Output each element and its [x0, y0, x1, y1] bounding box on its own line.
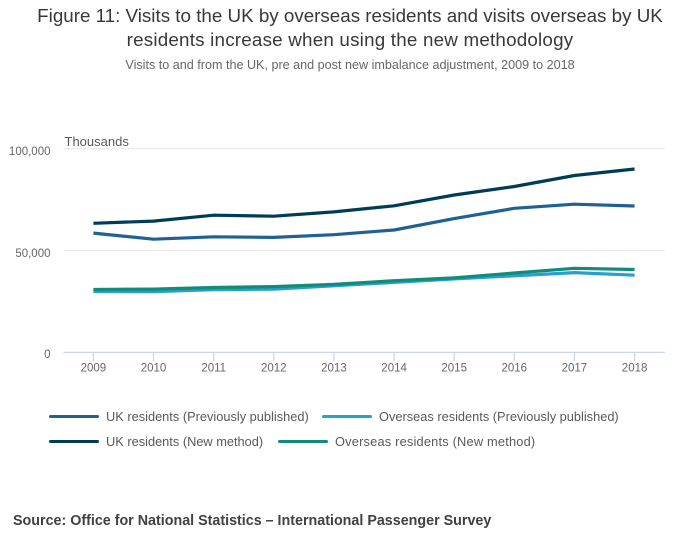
svg-text:2011: 2011 [201, 363, 226, 375]
svg-text:2015: 2015 [441, 363, 467, 375]
svg-text:100,000: 100,000 [9, 146, 51, 158]
svg-text:0: 0 [44, 349, 50, 361]
svg-text:2014: 2014 [381, 363, 407, 375]
svg-text:2017: 2017 [562, 363, 588, 375]
svg-text:2016: 2016 [502, 363, 528, 375]
svg-text:50,000: 50,000 [15, 248, 50, 260]
svg-text:2010: 2010 [141, 363, 167, 375]
svg-text:Thousands: Thousands [65, 134, 130, 149]
svg-text:2009: 2009 [81, 363, 107, 375]
svg-text:2012: 2012 [261, 363, 287, 375]
svg-text:2013: 2013 [321, 363, 347, 375]
svg-text:2018: 2018 [622, 363, 648, 375]
